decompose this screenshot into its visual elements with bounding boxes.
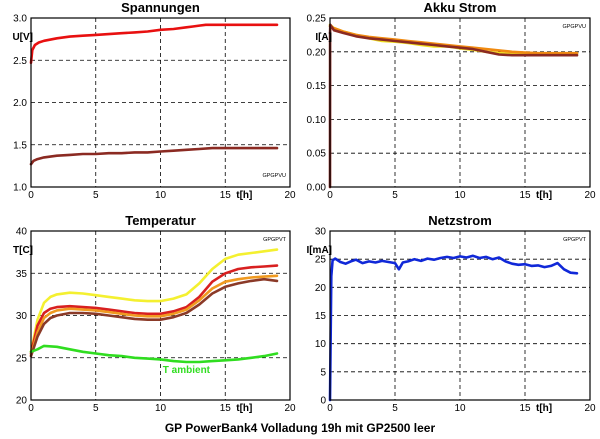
- x-tick-label: 15: [220, 190, 232, 201]
- annotation-label: T ambient: [163, 365, 211, 376]
- x-axis-label: t[h]: [236, 190, 252, 201]
- y-tick-label: 2.5: [13, 56, 27, 67]
- x-tick-label: 0: [28, 190, 34, 201]
- y-tick-label: 35: [16, 269, 28, 280]
- x-tick-label: 15: [519, 190, 531, 201]
- chart-3: Temperatur 0 5 10 15 20 20 25 30 35 40 T[C] t[h] GPGP…: [13, 213, 296, 414]
- plot-frame: [329, 17, 591, 188]
- plot-frame: [30, 230, 291, 401]
- chart-title: Temperatur: [125, 213, 196, 228]
- y-tick-label: 5: [320, 367, 326, 378]
- y-axis-label: I[mA]: [306, 245, 332, 256]
- y-tick-label: 30: [16, 311, 28, 322]
- chart-title: Akku Strom: [424, 0, 497, 15]
- y-tick-label: 30: [315, 227, 327, 238]
- y-tick-label: 1.0: [13, 183, 27, 194]
- x-axis-label: t[h]: [536, 403, 552, 414]
- y-tick-label: 2.0: [13, 98, 27, 109]
- y-tick-label: 0.20: [307, 47, 327, 58]
- chart-tag: GPGPVT: [563, 237, 587, 243]
- x-tick-label: 15: [519, 403, 531, 414]
- x-tick-label: 10: [155, 190, 167, 201]
- series-line-4: [29, 277, 279, 358]
- x-tick-label: 20: [584, 403, 596, 414]
- y-axis-label: I[A]: [315, 32, 332, 43]
- y-tick-label: 25: [16, 353, 28, 364]
- y-axis-label: U[V]: [12, 32, 33, 43]
- series-line-1: [328, 254, 579, 402]
- x-tick-label: 10: [454, 190, 466, 201]
- y-tick-label: 0.15: [307, 81, 327, 92]
- series-line-3: [328, 23, 579, 189]
- series-line-1: [29, 248, 279, 354]
- x-tick-label: 5: [93, 190, 99, 201]
- y-tick-label: 20: [16, 396, 28, 407]
- chart-tag: GPGPVT: [263, 237, 287, 243]
- x-axis-label: t[h]: [536, 190, 552, 201]
- plot-frame: [329, 230, 591, 401]
- series-line-2: [29, 146, 279, 166]
- x-axis-label: t[h]: [236, 403, 252, 414]
- series-line-3: [29, 274, 279, 357]
- x-tick-label: 20: [284, 403, 296, 414]
- y-tick-label: 0.10: [307, 115, 327, 126]
- y-tick-label: 3.0: [13, 14, 27, 25]
- plot-frame: [30, 17, 291, 188]
- y-axis-label: T[C]: [13, 245, 33, 256]
- chart-2: Akku Strom 0 5 10 15 20 0.00 0.05 0.10 0.15 0.20 0.…: [307, 0, 596, 201]
- series-line-2: [328, 24, 579, 55]
- y-tick-label: 25: [315, 255, 327, 266]
- chart-title: Spannungen: [121, 0, 200, 15]
- figure-caption: GP PowerBank4 Volladung 19h mit GP2500 l…: [165, 421, 436, 435]
- x-tick-label: 0: [327, 190, 333, 201]
- series-line-5: [29, 344, 279, 364]
- y-tick-label: 40: [16, 227, 28, 238]
- chart-4: Netzstrom 0 5 10 15 20 0 5 10 15 20 25 30 I[mA] t[h] GP…: [306, 213, 596, 414]
- x-tick-label: 5: [392, 190, 398, 201]
- y-tick-label: 20: [315, 283, 327, 294]
- y-tick-label: 15: [315, 311, 327, 322]
- x-tick-label: 5: [392, 403, 398, 414]
- series-line-1: [29, 23, 279, 65]
- x-tick-label: 10: [155, 403, 167, 414]
- chart-1: Spannungen 0 5 10 15 20 1.0 1.5 2.0 2.5 3.0 U[V] t[h…: [12, 0, 296, 201]
- x-tick-label: 20: [584, 190, 596, 201]
- x-tick-label: 0: [327, 403, 333, 414]
- x-tick-label: 10: [454, 403, 466, 414]
- x-tick-label: 5: [93, 403, 99, 414]
- y-tick-label: 0.00: [307, 183, 327, 194]
- series-line-2: [29, 264, 279, 355]
- y-tick-label: 10: [315, 339, 327, 350]
- y-tick-label: 0: [320, 396, 326, 407]
- x-tick-label: 15: [220, 403, 232, 414]
- y-tick-label: 1.5: [13, 140, 27, 151]
- x-tick-label: 0: [28, 403, 34, 414]
- chart-tag: GPGPVU: [262, 173, 286, 179]
- chart-tag: GPGPVU: [562, 24, 586, 30]
- x-tick-label: 20: [284, 190, 296, 201]
- y-tick-label: 0.25: [307, 14, 327, 25]
- y-tick-label: 0.05: [307, 149, 327, 160]
- chart-title: Netzstrom: [428, 213, 492, 228]
